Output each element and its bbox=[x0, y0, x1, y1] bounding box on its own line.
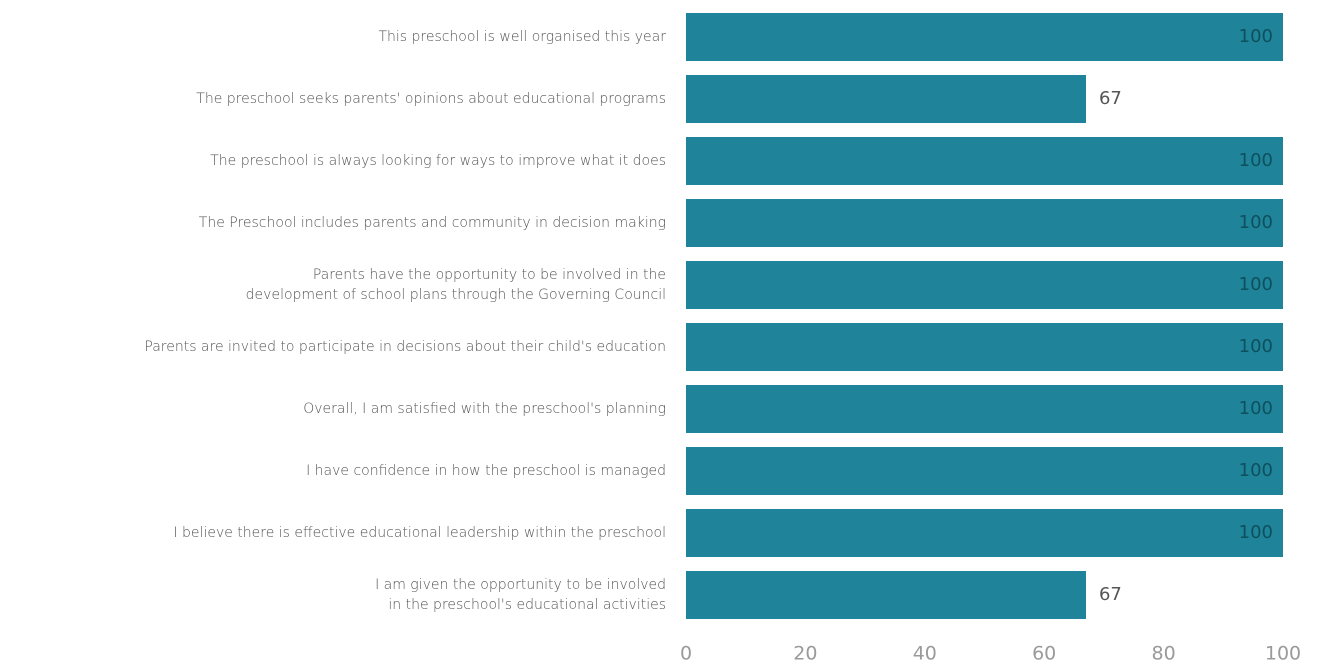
data-label: 100 bbox=[1239, 26, 1273, 47]
bar bbox=[686, 323, 1283, 371]
category-label: The preschool is always looking for ways… bbox=[210, 153, 666, 169]
data-label: 100 bbox=[1239, 522, 1273, 543]
x-tick-label: 20 bbox=[793, 643, 817, 665]
data-label: 100 bbox=[1239, 336, 1273, 357]
data-label: 100 bbox=[1239, 398, 1273, 419]
bar bbox=[686, 199, 1283, 247]
category-label: I have confidence in how the preschool i… bbox=[306, 463, 666, 479]
category-label: This preschool is well organised this ye… bbox=[378, 29, 666, 45]
data-label: 67 bbox=[1099, 88, 1122, 109]
data-label: 100 bbox=[1239, 460, 1273, 481]
x-tick-label: 100 bbox=[1265, 643, 1301, 665]
x-tick-label: 80 bbox=[1152, 643, 1176, 665]
data-label: 67 bbox=[1099, 584, 1122, 605]
bar bbox=[686, 571, 1086, 619]
data-label: 100 bbox=[1239, 212, 1273, 233]
bar bbox=[686, 385, 1283, 433]
bar bbox=[686, 447, 1283, 495]
bar bbox=[686, 13, 1283, 61]
data-label: 100 bbox=[1239, 150, 1273, 171]
bar bbox=[686, 261, 1283, 309]
data-labels-group: 100 67 100 100 100 100 100 100 100 67 bbox=[1099, 26, 1273, 605]
x-tick-label: 40 bbox=[913, 643, 937, 665]
bar bbox=[686, 75, 1086, 123]
category-label: The Preschool includes parents and commu… bbox=[199, 215, 666, 231]
bar bbox=[686, 137, 1283, 185]
category-label: Parents have the opportunity to be invol… bbox=[246, 267, 666, 303]
x-axis-ticks-group: 0 20 40 60 80 100 bbox=[680, 643, 1301, 665]
bar bbox=[686, 509, 1283, 557]
category-label: I believe there is effective educational… bbox=[173, 525, 666, 541]
x-tick-label: 60 bbox=[1032, 643, 1056, 665]
category-labels-group: This preschool is well organised this ye… bbox=[144, 29, 666, 613]
bars-group bbox=[686, 13, 1283, 619]
category-label: Parents are invited to participate in de… bbox=[144, 339, 666, 355]
category-label: I am given the opportunity to be involve… bbox=[375, 577, 666, 613]
x-tick-label: 0 bbox=[680, 643, 692, 665]
category-label: Overall, I am satisfied with the prescho… bbox=[303, 401, 666, 417]
category-label: The preschool seeks parents' opinions ab… bbox=[196, 91, 666, 107]
data-label: 100 bbox=[1239, 274, 1273, 295]
